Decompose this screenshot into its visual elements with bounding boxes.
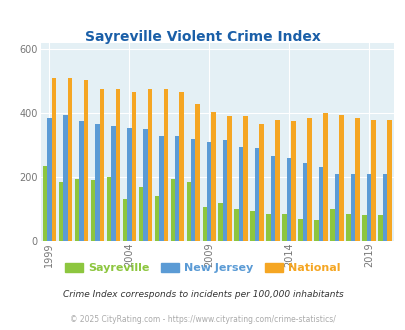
Bar: [99, 89, 104, 241]
Bar: [250, 211, 254, 241]
Bar: [307, 118, 311, 241]
Bar: [159, 136, 163, 241]
Bar: [143, 129, 147, 241]
Bar: [322, 113, 327, 241]
Bar: [386, 119, 391, 241]
Bar: [170, 179, 175, 241]
Bar: [47, 118, 51, 241]
Bar: [147, 89, 151, 241]
Bar: [79, 121, 83, 241]
Bar: [234, 209, 239, 241]
Bar: [218, 203, 222, 241]
Bar: [330, 209, 334, 241]
Bar: [370, 119, 375, 241]
Bar: [127, 127, 131, 241]
Bar: [58, 182, 63, 241]
Bar: [163, 89, 168, 241]
Bar: [95, 124, 99, 241]
Bar: [345, 214, 350, 241]
Bar: [259, 124, 263, 241]
Bar: [291, 121, 295, 241]
Bar: [366, 174, 370, 241]
Bar: [243, 116, 247, 241]
Bar: [313, 220, 318, 241]
Bar: [111, 126, 115, 241]
Bar: [222, 140, 227, 241]
Bar: [90, 180, 95, 241]
Bar: [211, 112, 215, 241]
Bar: [43, 166, 47, 241]
Bar: [154, 196, 159, 241]
Text: Crime Index corresponds to incidents per 100,000 inhabitants: Crime Index corresponds to incidents per…: [62, 290, 343, 299]
Bar: [179, 92, 183, 241]
Bar: [239, 147, 243, 241]
Bar: [138, 186, 143, 241]
Bar: [266, 214, 270, 241]
Bar: [122, 199, 127, 241]
Bar: [75, 179, 79, 241]
Bar: [334, 174, 339, 241]
Bar: [270, 156, 275, 241]
Bar: [202, 207, 207, 241]
Bar: [298, 218, 302, 241]
Bar: [115, 89, 120, 241]
Bar: [282, 214, 286, 241]
Bar: [186, 182, 190, 241]
Bar: [175, 136, 179, 241]
Bar: [361, 215, 366, 241]
Bar: [275, 119, 279, 241]
Bar: [286, 158, 291, 241]
Bar: [382, 174, 386, 241]
Bar: [339, 115, 343, 241]
Legend: Sayreville, New Jersey, National: Sayreville, New Jersey, National: [65, 263, 340, 273]
Bar: [68, 78, 72, 241]
Bar: [318, 167, 322, 241]
Text: © 2025 CityRating.com - https://www.cityrating.com/crime-statistics/: © 2025 CityRating.com - https://www.city…: [70, 315, 335, 324]
Bar: [377, 215, 382, 241]
Bar: [131, 92, 136, 241]
Bar: [354, 118, 359, 241]
Bar: [107, 177, 111, 241]
Bar: [302, 163, 307, 241]
Bar: [51, 78, 56, 241]
Bar: [190, 139, 195, 241]
Bar: [83, 80, 88, 241]
Text: Sayreville Violent Crime Index: Sayreville Violent Crime Index: [85, 30, 320, 44]
Bar: [350, 174, 354, 241]
Bar: [227, 116, 231, 241]
Bar: [195, 104, 199, 241]
Bar: [63, 115, 68, 241]
Bar: [254, 148, 259, 241]
Bar: [207, 142, 211, 241]
